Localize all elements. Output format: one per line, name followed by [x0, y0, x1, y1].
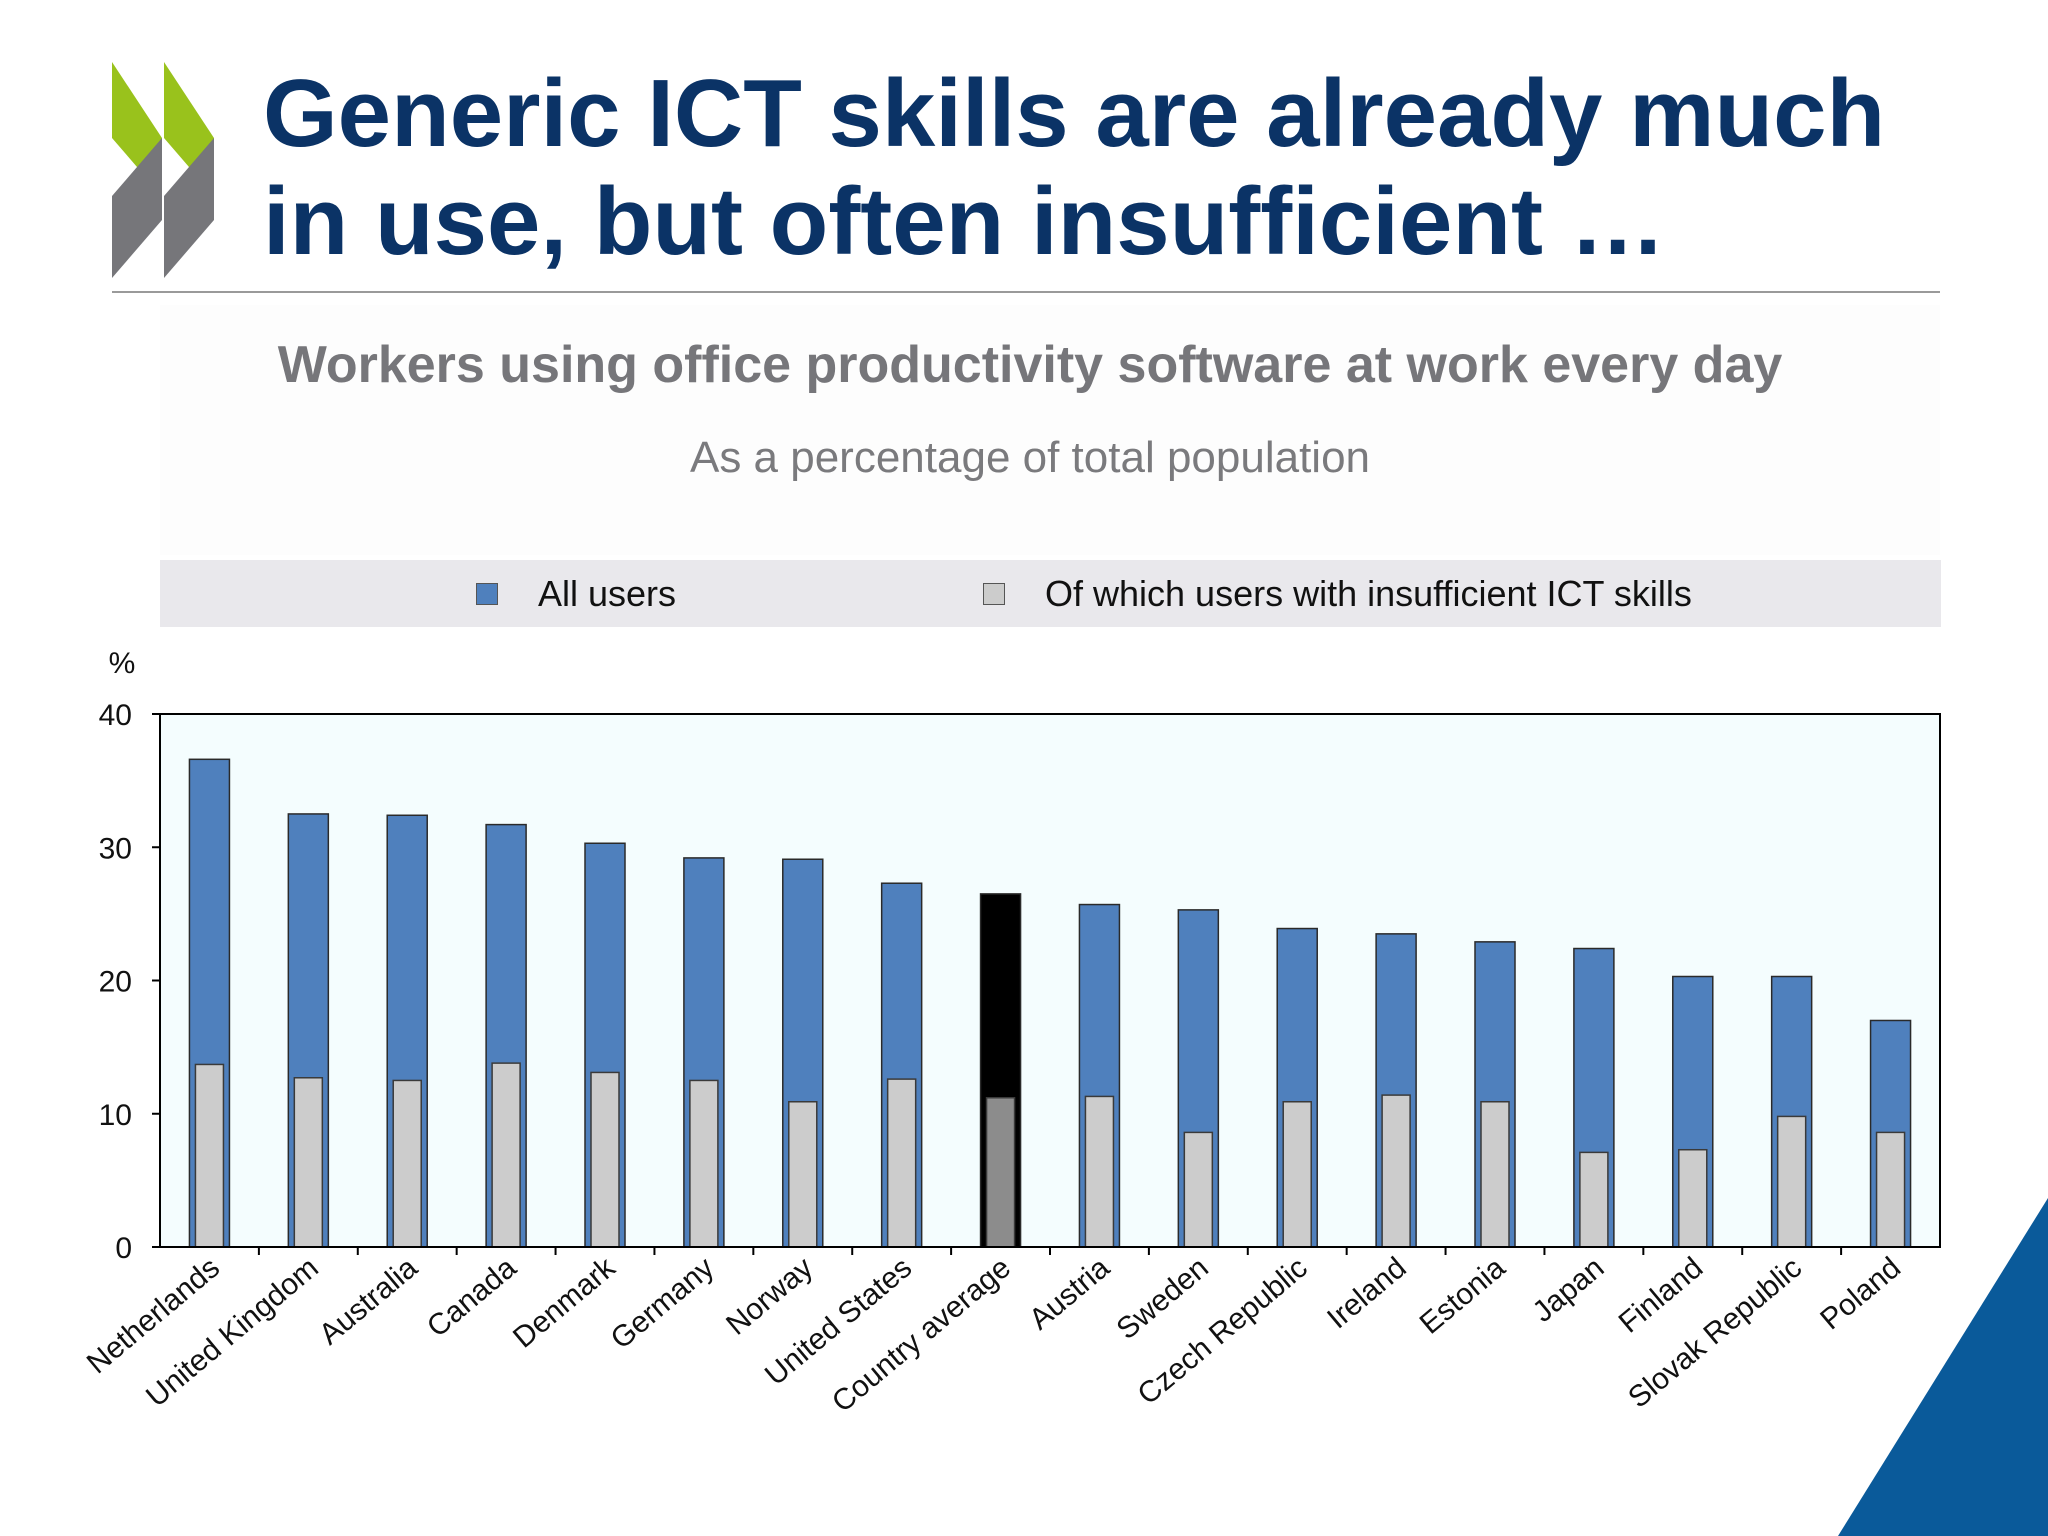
bar-insufficient — [1776, 1115, 1807, 1248]
bar-insufficient — [1381, 1094, 1411, 1248]
slide-title-line1: Generic ICT skills are already much — [263, 60, 1886, 167]
chart-title: Workers using office productivity softwa… — [277, 336, 1783, 394]
legend-label-all-users: All users — [538, 572, 677, 614]
bar-insufficient — [1480, 1101, 1510, 1248]
y-tick-label: 20 — [99, 966, 132, 999]
legend-swatch-insufficient — [983, 582, 1005, 605]
plot-frame — [159, 713, 1941, 1248]
legend-label-insufficient: Of which users with insufficient ICT ski… — [1045, 572, 1692, 614]
bar-insufficient — [392, 1079, 422, 1248]
legend-swatch-all-users — [476, 582, 498, 605]
y-tick-label: 0 — [115, 1232, 132, 1265]
y-tick-label: 40 — [99, 699, 132, 732]
legend-item-all-users: All users — [476, 560, 676, 627]
slide-title-line2: in use, but often insufficient … — [263, 168, 1666, 275]
y-axis-label: % — [109, 647, 136, 680]
chart-header-panel — [160, 305, 1940, 555]
chart-subtitle: As a percentage of total population — [689, 433, 1371, 482]
bar-insufficient — [590, 1071, 620, 1248]
bar-insufficient — [886, 1078, 917, 1248]
title-divider — [112, 291, 1940, 293]
chart-legend: All users Of which users with insufficie… — [160, 560, 1941, 627]
logo-chevron-grey-right — [164, 138, 214, 278]
oecd-logo — [112, 62, 214, 278]
corner-triangle — [1838, 1198, 2048, 1536]
bar-insufficient — [491, 1062, 521, 1248]
y-tick-label: 10 — [99, 1099, 132, 1132]
legend-item-insufficient: Of which users with insufficient ICT ski… — [983, 560, 1692, 627]
bar-insufficient — [1084, 1095, 1115, 1248]
slide-title: Generic ICT skills are already much in u… — [263, 60, 1983, 276]
logo-chevron-grey-left — [112, 138, 162, 278]
y-tick-label: 30 — [99, 832, 132, 865]
bar-insufficient — [194, 1063, 225, 1248]
bar-insufficient — [1579, 1151, 1609, 1248]
bar-insufficient — [1678, 1148, 1708, 1248]
plot-area — [160, 714, 1940, 1247]
bar-insufficient — [689, 1079, 719, 1248]
